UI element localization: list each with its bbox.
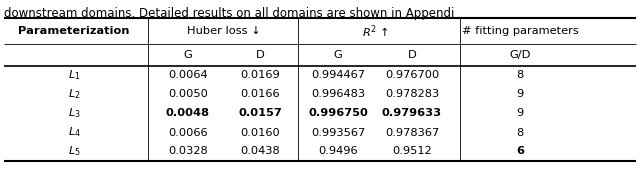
Text: 9: 9 (516, 90, 524, 99)
Text: # fitting parameters: # fitting parameters (461, 26, 579, 36)
Text: 0.0166: 0.0166 (240, 90, 280, 99)
Text: 0.0066: 0.0066 (168, 127, 208, 138)
Text: 0.993567: 0.993567 (311, 127, 365, 138)
Text: $R^2$ ↑: $R^2$ ↑ (362, 23, 388, 39)
Text: downstream domains. Detailed results on all domains are shown in Appendi: downstream domains. Detailed results on … (4, 7, 454, 20)
Text: 0.0160: 0.0160 (240, 127, 280, 138)
Text: D: D (408, 50, 417, 60)
Text: 0.9512: 0.9512 (392, 147, 432, 156)
Text: 0.0048: 0.0048 (166, 109, 210, 118)
Text: 8: 8 (516, 127, 524, 138)
Text: 0.978283: 0.978283 (385, 90, 439, 99)
Text: 0.0438: 0.0438 (240, 147, 280, 156)
Text: G: G (333, 50, 342, 60)
Text: 9: 9 (516, 109, 524, 118)
Text: 0.996750: 0.996750 (308, 109, 368, 118)
Text: D: D (255, 50, 264, 60)
Text: $L_4$: $L_4$ (68, 126, 81, 139)
Text: Huber loss ↓: Huber loss ↓ (187, 26, 261, 36)
Text: 8: 8 (516, 70, 524, 81)
Text: 0.0328: 0.0328 (168, 147, 208, 156)
Text: 0.979633: 0.979633 (382, 109, 442, 118)
Text: 0.996483: 0.996483 (311, 90, 365, 99)
Text: $L_3$: $L_3$ (68, 107, 81, 120)
Text: 0.9496: 0.9496 (318, 147, 358, 156)
Text: 0.0050: 0.0050 (168, 90, 208, 99)
Text: 0.976700: 0.976700 (385, 70, 439, 81)
Text: $L_1$: $L_1$ (68, 69, 80, 82)
Text: Parameterization: Parameterization (19, 26, 130, 36)
Text: 0.994467: 0.994467 (311, 70, 365, 81)
Text: 6: 6 (516, 147, 524, 156)
Text: $L_5$: $L_5$ (68, 145, 81, 158)
Text: $L_2$: $L_2$ (68, 88, 80, 101)
Text: G/D: G/D (509, 50, 531, 60)
Text: 0.978367: 0.978367 (385, 127, 439, 138)
Text: 0.0169: 0.0169 (240, 70, 280, 81)
Text: G: G (184, 50, 193, 60)
Text: 0.0064: 0.0064 (168, 70, 208, 81)
Text: 0.0157: 0.0157 (238, 109, 282, 118)
